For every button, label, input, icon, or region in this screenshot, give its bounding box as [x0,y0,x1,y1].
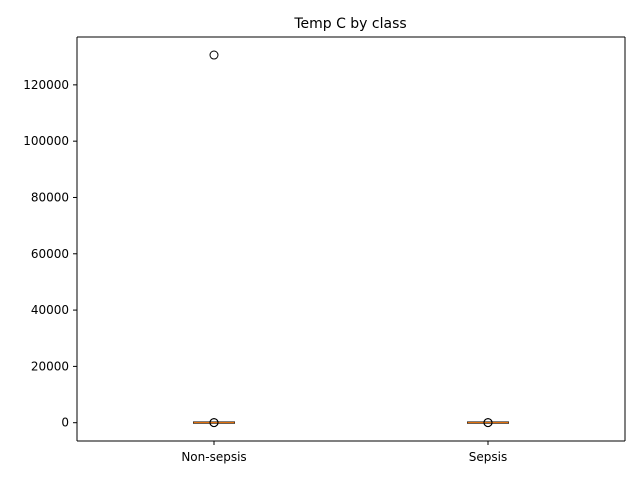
chart-title: Temp C by class [293,16,406,32]
y-tick-label-20000: 20000 [31,359,69,373]
outlier-point-non-sepsis-0 [209,50,219,60]
x-tick-label-sepsis: Sepsis [469,450,507,464]
y-tick-label-80000: 80000 [31,190,69,204]
y-tick-label-40000: 40000 [31,303,69,317]
y-tick-label-120000: 120000 [23,78,69,92]
y-tick-label-100000: 100000 [23,134,69,148]
outlier-point-sepsis-1 [483,418,493,428]
plot-area: 0 20000 40000 60000 80000 100000 120000 Non-sep… [23,36,626,464]
x-tick-label-non-sepsis: Non-sepsis [181,450,246,464]
y-tick-label-0: 0 [61,416,69,430]
y-tick-label-60000: 60000 [31,247,69,261]
outlier-point-non-sepsis-2 [209,418,219,428]
